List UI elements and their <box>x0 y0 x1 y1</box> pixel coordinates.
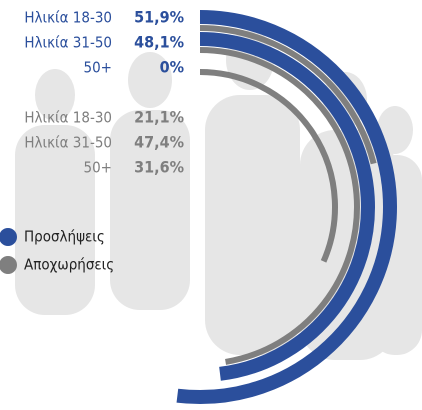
value-label: 21,1% <box>134 108 184 127</box>
value-label: 48,1% <box>134 33 184 52</box>
exit-arc <box>199 25 377 165</box>
hire-arc <box>176 10 397 404</box>
category-label: 50+ <box>84 159 112 177</box>
category-label: Ηλικία 31-50 <box>24 134 112 152</box>
legend-label: Προσλήψεις <box>24 228 105 246</box>
legend-label: Αποχωρήσεις <box>24 256 114 274</box>
hire-arc <box>199 32 375 381</box>
value-label: 0% <box>160 58 184 77</box>
category-label: 50+ <box>84 59 112 77</box>
value-label: 31,6% <box>134 158 184 177</box>
value-label: 51,9% <box>134 8 184 27</box>
value-label: 47,4% <box>134 133 184 152</box>
legend-swatch <box>0 228 17 246</box>
category-label: Ηλικία 31-50 <box>24 34 112 52</box>
exit-arc <box>199 47 360 365</box>
legend-swatch <box>0 256 17 274</box>
category-label: Ηλικία 18-30 <box>24 9 112 27</box>
category-label: Ηλικία 18-30 <box>24 109 112 127</box>
exit-arc <box>199 69 338 263</box>
